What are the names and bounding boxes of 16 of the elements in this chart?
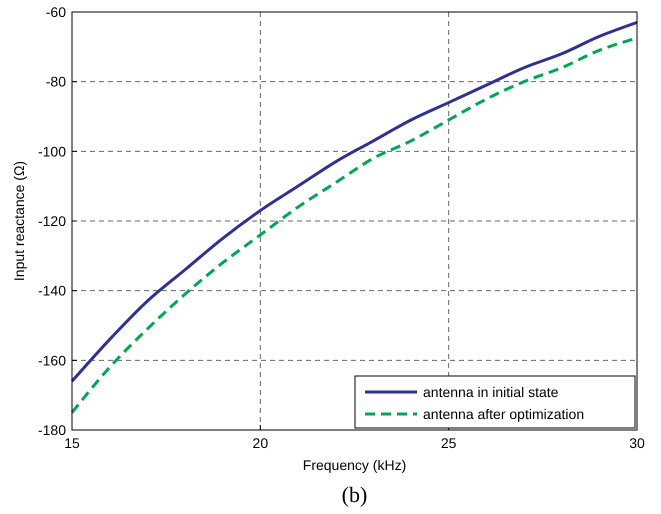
legend-label: antenna in initial state: [423, 384, 559, 400]
y-tick-label: -100: [38, 143, 66, 160]
x-tick-label: 20: [252, 435, 268, 451]
y-tick-label: -160: [38, 352, 66, 368]
x-axis-title: Frequency (kHz): [302, 457, 406, 473]
text: (b): [342, 482, 368, 507]
y-tick-label: -60: [46, 4, 66, 20]
y-axis-title: Input reactance (Ω): [11, 160, 27, 282]
x-tick-label: 15: [64, 435, 80, 451]
legend-label: antenna after optimization: [423, 406, 584, 422]
y-tick-label: -120: [38, 213, 66, 229]
y-tick-label: -140: [38, 282, 66, 299]
y-tick-label: -80: [46, 74, 66, 90]
x-tick-label: 30: [629, 435, 645, 451]
y-tick-label: -180: [38, 422, 66, 438]
x-tick-label: 25: [440, 435, 457, 451]
